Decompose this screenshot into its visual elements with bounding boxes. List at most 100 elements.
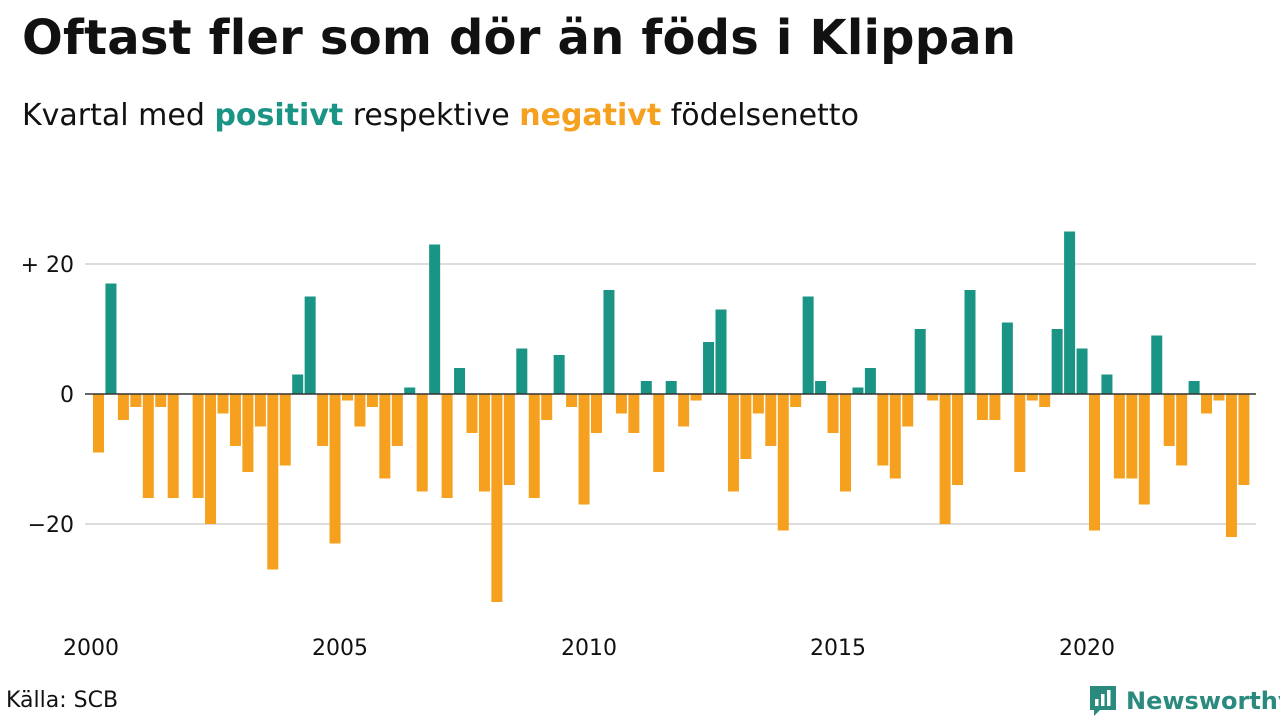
bar-negative bbox=[740, 394, 752, 459]
bar-negative bbox=[354, 394, 366, 427]
subtitle-positive-label: positivt bbox=[214, 98, 344, 133]
bar-negative bbox=[366, 394, 378, 407]
bar-positive bbox=[703, 342, 715, 394]
bar-negative bbox=[478, 394, 490, 492]
bar-positive bbox=[404, 387, 416, 394]
x-tick-label: 2005 bbox=[312, 636, 368, 661]
bar-negative bbox=[528, 394, 540, 498]
y-tick-label: −20 bbox=[28, 513, 74, 538]
bar-negative bbox=[1126, 394, 1138, 479]
brand-name: Newsworthy bbox=[1126, 687, 1280, 715]
bar-positive bbox=[1101, 374, 1113, 394]
bar-positive bbox=[553, 355, 565, 394]
chart-title: Oftast fler som dör än föds i Klippan bbox=[22, 10, 1017, 66]
bar-negative bbox=[902, 394, 914, 427]
bar-positive bbox=[304, 296, 316, 394]
bar-negative bbox=[827, 394, 839, 433]
bar-negative bbox=[976, 394, 988, 420]
bar-positive bbox=[516, 348, 528, 394]
bar-positive bbox=[1051, 329, 1063, 394]
bar-negative bbox=[329, 394, 341, 544]
bar-negative bbox=[777, 394, 789, 531]
bar-negative bbox=[379, 394, 391, 479]
bar-negative bbox=[416, 394, 428, 492]
bar-negative bbox=[1113, 394, 1125, 479]
bar-negative bbox=[1026, 394, 1038, 401]
bar-negative bbox=[441, 394, 453, 498]
bar-negative bbox=[229, 394, 241, 446]
bar-negative bbox=[727, 394, 739, 492]
bar-positive bbox=[1151, 335, 1163, 394]
bar-negative bbox=[491, 394, 503, 602]
bar-negative bbox=[142, 394, 154, 498]
bar-negative bbox=[466, 394, 478, 433]
bar-negative bbox=[1176, 394, 1188, 466]
bar-negative bbox=[790, 394, 802, 407]
bar-negative bbox=[1225, 394, 1237, 537]
bar-negative bbox=[391, 394, 403, 446]
bar-negative bbox=[503, 394, 515, 485]
bar-negative bbox=[192, 394, 204, 498]
x-tick-label: 2010 bbox=[561, 636, 617, 661]
bar-positive bbox=[815, 381, 827, 394]
bar-negative bbox=[952, 394, 964, 485]
bar-negative bbox=[678, 394, 690, 427]
x-tick-label: 2000 bbox=[63, 636, 119, 661]
bar-positive bbox=[1001, 322, 1013, 394]
bar-positive bbox=[802, 296, 814, 394]
bar-negative bbox=[205, 394, 217, 524]
x-tick-label: 2020 bbox=[1059, 636, 1115, 661]
bar-negative bbox=[1014, 394, 1026, 472]
source-note: Källa: SCB bbox=[6, 688, 119, 713]
bar-negative bbox=[628, 394, 640, 433]
bar-negative bbox=[342, 394, 353, 401]
newsworthy-logo[interactable]: Newsworthy bbox=[1088, 684, 1280, 718]
bar-negative bbox=[690, 394, 702, 401]
bar-negative bbox=[840, 394, 851, 492]
bar-negative bbox=[566, 394, 578, 407]
bar-positive bbox=[1064, 231, 1076, 394]
bar-positive bbox=[1188, 381, 1200, 394]
bar-negative bbox=[155, 394, 167, 407]
y-tick-label: 0 bbox=[60, 383, 74, 408]
bar-positive bbox=[292, 374, 304, 394]
bar-negative bbox=[939, 394, 951, 524]
bar-negative bbox=[653, 394, 665, 472]
bar-positive bbox=[715, 309, 727, 394]
bar-positive bbox=[454, 368, 466, 394]
bar-positive bbox=[603, 290, 615, 394]
bar-negative bbox=[1089, 394, 1100, 531]
bar-negative bbox=[1163, 394, 1175, 446]
bar-negative bbox=[242, 394, 254, 472]
bar-negative bbox=[1238, 394, 1250, 485]
bar-negative bbox=[217, 394, 229, 414]
bar-negative bbox=[93, 394, 104, 453]
bar-negative bbox=[889, 394, 901, 479]
subtitle-suffix: födelsenetto bbox=[670, 98, 859, 133]
x-tick-label: 2015 bbox=[810, 636, 866, 661]
bar-negative bbox=[267, 394, 279, 570]
bar-negative bbox=[877, 394, 889, 466]
bar-positive bbox=[665, 381, 677, 394]
bar-negative bbox=[254, 394, 266, 427]
bar-negative bbox=[167, 394, 179, 498]
bar-negative bbox=[927, 394, 939, 401]
newsworthy-chat-icon bbox=[1090, 686, 1116, 716]
y-tick-label: + 20 bbox=[21, 253, 74, 278]
bar-negative bbox=[989, 394, 1001, 420]
bar-positive bbox=[105, 283, 117, 394]
bar-negative bbox=[279, 394, 291, 466]
bar-negative bbox=[752, 394, 764, 414]
bar-negative bbox=[765, 394, 777, 446]
bar-negative bbox=[541, 394, 553, 420]
bar-negative bbox=[591, 394, 602, 433]
bar-negative bbox=[1138, 394, 1150, 505]
bar-positive bbox=[914, 329, 926, 394]
subtitle-negative-label: negativt bbox=[519, 98, 662, 133]
bar-positive bbox=[640, 381, 652, 394]
bar-negative bbox=[317, 394, 329, 446]
bar-negative bbox=[615, 394, 627, 414]
subtitle-middle: respektive bbox=[352, 98, 510, 133]
bar-positive bbox=[429, 244, 441, 394]
